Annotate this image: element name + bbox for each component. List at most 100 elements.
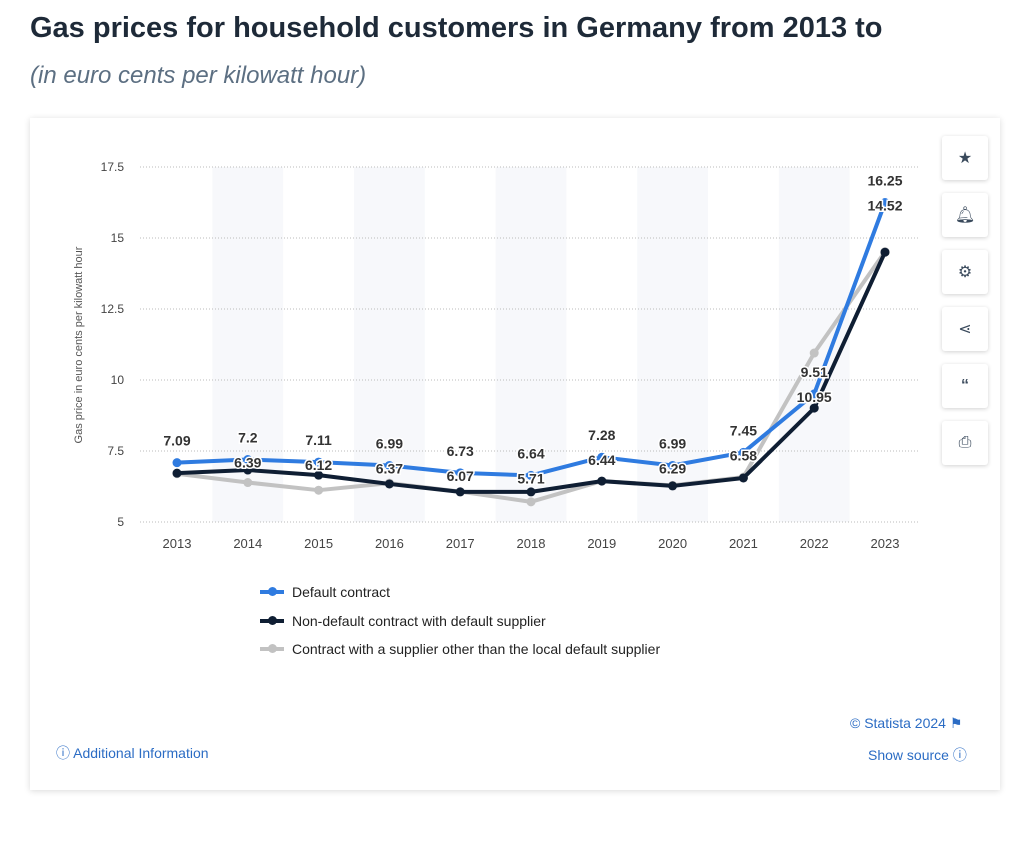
- data-label: 7.09: [163, 433, 190, 449]
- data-point: [526, 470, 536, 480]
- data-label: 7.11: [305, 432, 332, 448]
- favorite-button[interactable]: ★: [942, 136, 988, 180]
- show-source-link[interactable]: Show source ⓘ: [868, 745, 967, 765]
- legend-label: Contract with a supplier other than the …: [292, 641, 661, 657]
- data-label: 7.45: [730, 422, 757, 438]
- gear-icon: ⚙: [957, 264, 973, 281]
- page-subtitle: (in euro cents per kilowatt hour): [30, 62, 367, 89]
- print-button[interactable]: ⎙: [942, 421, 988, 465]
- data-point: [880, 198, 890, 207]
- data-point: [384, 460, 394, 470]
- star-icon: ★: [957, 150, 973, 167]
- data-label: 6.12: [305, 457, 332, 473]
- data-label: 6.29: [659, 460, 686, 476]
- x-tick-label: 2022: [800, 536, 829, 551]
- data-label: 6.07: [447, 468, 474, 484]
- data-label: 7.28: [588, 427, 615, 443]
- data-label: 6.58: [730, 447, 757, 463]
- x-tick-label: 2020: [658, 536, 687, 551]
- y-tick-label: 17.5: [101, 160, 125, 174]
- y-axis-label: Gas price in euro cents per kilowatt hou…: [73, 246, 85, 443]
- data-point: [243, 455, 253, 465]
- legend-item-non-default[interactable]: Non-default contract with default suppli…: [260, 613, 546, 629]
- data-point: [668, 460, 678, 470]
- data-point: [526, 487, 536, 497]
- data-point: [172, 458, 182, 468]
- data-point: [314, 485, 324, 495]
- data-point: [597, 452, 607, 462]
- data-point: [597, 476, 607, 486]
- data-point: [455, 468, 465, 478]
- share-icon: ⋖: [958, 321, 972, 338]
- data-label: 10.95: [797, 389, 832, 405]
- page-title: Gas prices for household customers in Ge…: [30, 12, 883, 44]
- data-point: [526, 497, 536, 507]
- legend-label: Non-default contract with default suppli…: [292, 613, 546, 629]
- info-icon: ⓘ: [56, 745, 70, 761]
- x-tick-label: 2015: [304, 536, 333, 551]
- data-point: [455, 487, 465, 497]
- y-tick-label: 12.5: [101, 302, 125, 316]
- data-point: [738, 473, 748, 483]
- data-label: 6.73: [447, 443, 474, 459]
- column-band: [778, 167, 850, 522]
- settings-button[interactable]: ⚙: [942, 250, 988, 294]
- legend-marker: [260, 587, 284, 596]
- legend-marker: [260, 644, 284, 653]
- cite-button[interactable]: “: [942, 364, 988, 408]
- data-point: [243, 478, 253, 488]
- data-label: 14.52: [867, 198, 902, 214]
- notification-button[interactable]: 🔔︎: [942, 193, 988, 237]
- x-tick-label: 2014: [233, 536, 262, 551]
- column-band: [495, 167, 567, 522]
- y-tick-label: 15: [111, 231, 125, 245]
- data-label: 6.37: [376, 460, 403, 476]
- legend-item-other-supplier[interactable]: Contract with a supplier other than the …: [260, 641, 660, 657]
- data-label: 5.71: [517, 470, 544, 486]
- additional-info-label: Additional Information: [73, 745, 209, 761]
- flag-icon: ⚑: [949, 715, 963, 731]
- legend-item-default[interactable]: Default contract: [260, 584, 390, 600]
- data-point: [809, 389, 819, 399]
- data-point: [809, 403, 819, 413]
- x-tick-label: 2023: [871, 536, 900, 551]
- data-label: 6.99: [659, 435, 686, 451]
- copyright[interactable]: © Statista 2024 ⚑: [850, 715, 962, 732]
- data-point: [314, 457, 324, 467]
- print-icon: ⎙: [958, 434, 972, 451]
- share-button[interactable]: ⋖: [942, 307, 988, 351]
- quote-icon: “: [961, 377, 969, 394]
- data-point: [172, 468, 182, 478]
- data-label: 6.39: [234, 455, 261, 471]
- data-point: [243, 465, 253, 475]
- data-point: [314, 470, 324, 480]
- x-tick-label: 2018: [517, 536, 546, 551]
- legend-marker: [260, 616, 284, 625]
- data-label: 6.99: [376, 435, 403, 451]
- show-source-label: Show source: [868, 747, 949, 763]
- legend-label: Default contract: [292, 584, 391, 600]
- bell-icon: 🔔︎: [954, 207, 976, 224]
- data-point: [809, 348, 819, 358]
- x-tick-label: 2013: [163, 536, 192, 551]
- data-point: [880, 247, 890, 257]
- y-tick-label: 5: [117, 515, 124, 529]
- additional-info-link[interactable]: ⓘ Additional Information: [56, 743, 209, 763]
- data-label: 7.2: [238, 430, 258, 446]
- x-tick-label: 2021: [729, 536, 758, 551]
- data-label: 6.44: [588, 452, 615, 468]
- x-tick-label: 2016: [375, 536, 404, 551]
- x-tick-label: 2019: [587, 536, 616, 551]
- x-tick-label: 2017: [446, 536, 475, 551]
- data-label: 6.64: [517, 445, 544, 461]
- y-tick-label: 7.5: [107, 444, 124, 458]
- data-point: [738, 447, 748, 457]
- info-icon: ⓘ: [952, 747, 967, 763]
- data-point: [384, 479, 394, 489]
- data-label: 9.51: [801, 364, 828, 380]
- data-point: [668, 481, 678, 491]
- data-label: 16.25: [867, 173, 902, 189]
- y-tick-label: 10: [111, 373, 125, 387]
- copyright-label: © Statista 2024: [850, 715, 946, 731]
